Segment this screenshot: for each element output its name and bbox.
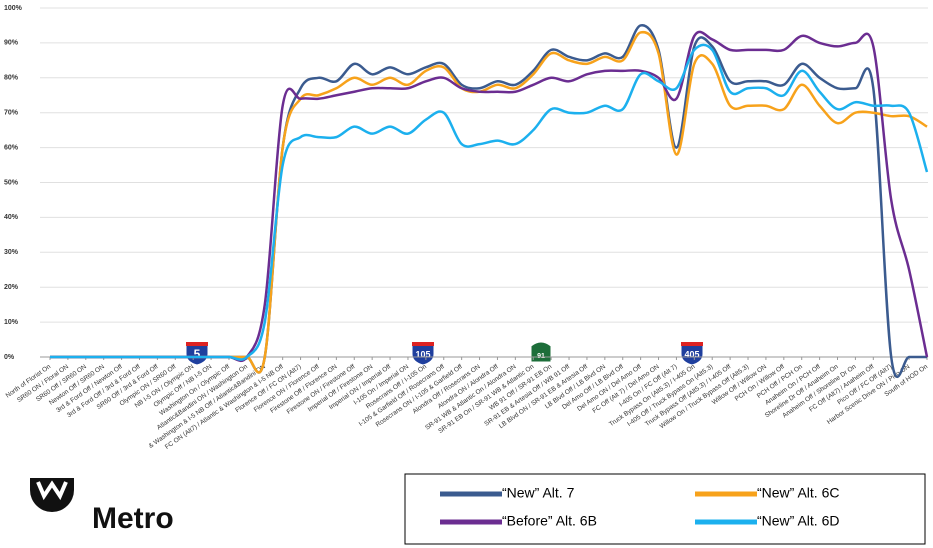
- y-tick-label: 90%: [4, 40, 19, 47]
- shield-label: 405: [684, 349, 699, 359]
- logo-text: Metro: [92, 502, 174, 535]
- series-line: [50, 43, 929, 361]
- shield-405: 405: [680, 341, 704, 366]
- y-tick-label: 100%: [4, 5, 23, 12]
- y-tick-label: 0%: [4, 354, 15, 361]
- logo: Metro: [30, 478, 174, 535]
- y-tick-label: 60%: [4, 144, 19, 151]
- y-tick-label: 10%: [4, 319, 19, 326]
- shield-label: 5: [194, 347, 201, 361]
- shield-label: 91: [537, 353, 545, 360]
- y-tick-label: 20%: [4, 284, 19, 291]
- shield-5: 5: [185, 341, 209, 366]
- y-tick-label: 40%: [4, 214, 19, 221]
- series-line: [50, 30, 929, 363]
- y-tick-label: 80%: [4, 75, 19, 82]
- y-tick-label: 70%: [4, 110, 19, 117]
- legend-box: [404, 473, 926, 545]
- y-tick-label: 50%: [4, 179, 19, 186]
- legend-label: “New” Alt. 6C: [757, 485, 839, 501]
- series-line: [50, 30, 928, 374]
- shield-label: 105: [415, 349, 430, 359]
- y-tick-label: 30%: [4, 249, 19, 256]
- shield-91: 91: [530, 341, 552, 363]
- legend-label: “New” Alt. 6D: [757, 513, 839, 529]
- shield-105: 105: [411, 341, 435, 366]
- legend-label: “New” Alt. 7: [502, 485, 575, 501]
- legend-label: “Before” Alt. 6B: [502, 513, 597, 529]
